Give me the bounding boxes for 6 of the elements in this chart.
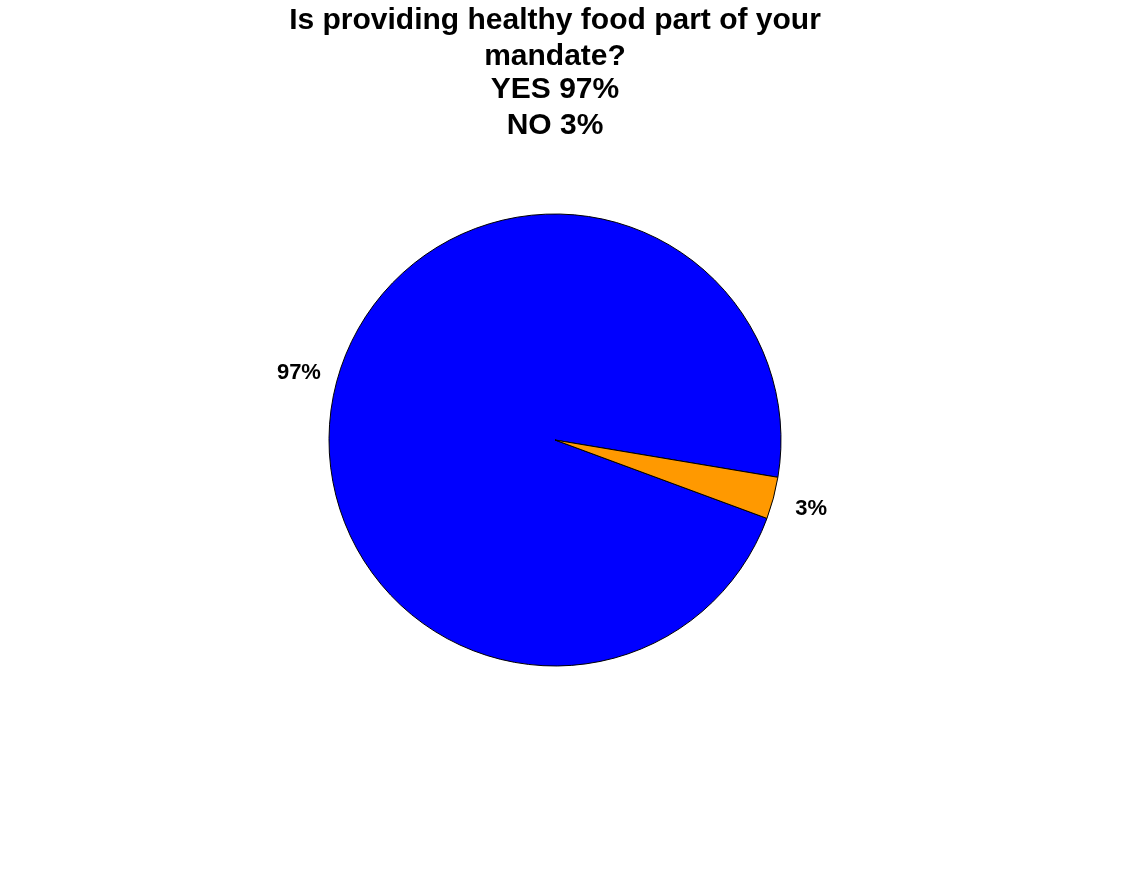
pie-slice xyxy=(328,213,782,667)
data-label: 97% xyxy=(276,358,321,384)
chart-title: Is providing healthy food part of your mandate? xyxy=(289,2,822,71)
chart-subtitle: YES 97% NO 3% xyxy=(490,71,620,140)
pie-slice xyxy=(554,439,779,519)
data-label: 3% xyxy=(795,495,827,521)
